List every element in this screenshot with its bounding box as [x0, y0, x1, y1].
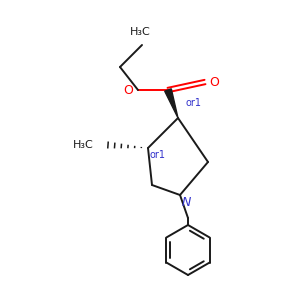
Text: H₃C: H₃C [130, 27, 150, 37]
Text: N: N [182, 196, 191, 209]
Polygon shape [165, 89, 178, 118]
Text: O: O [209, 76, 219, 88]
Text: O: O [123, 83, 133, 97]
Text: or1: or1 [186, 98, 202, 108]
Text: or1: or1 [150, 150, 166, 160]
Text: H₃C: H₃C [73, 140, 94, 150]
